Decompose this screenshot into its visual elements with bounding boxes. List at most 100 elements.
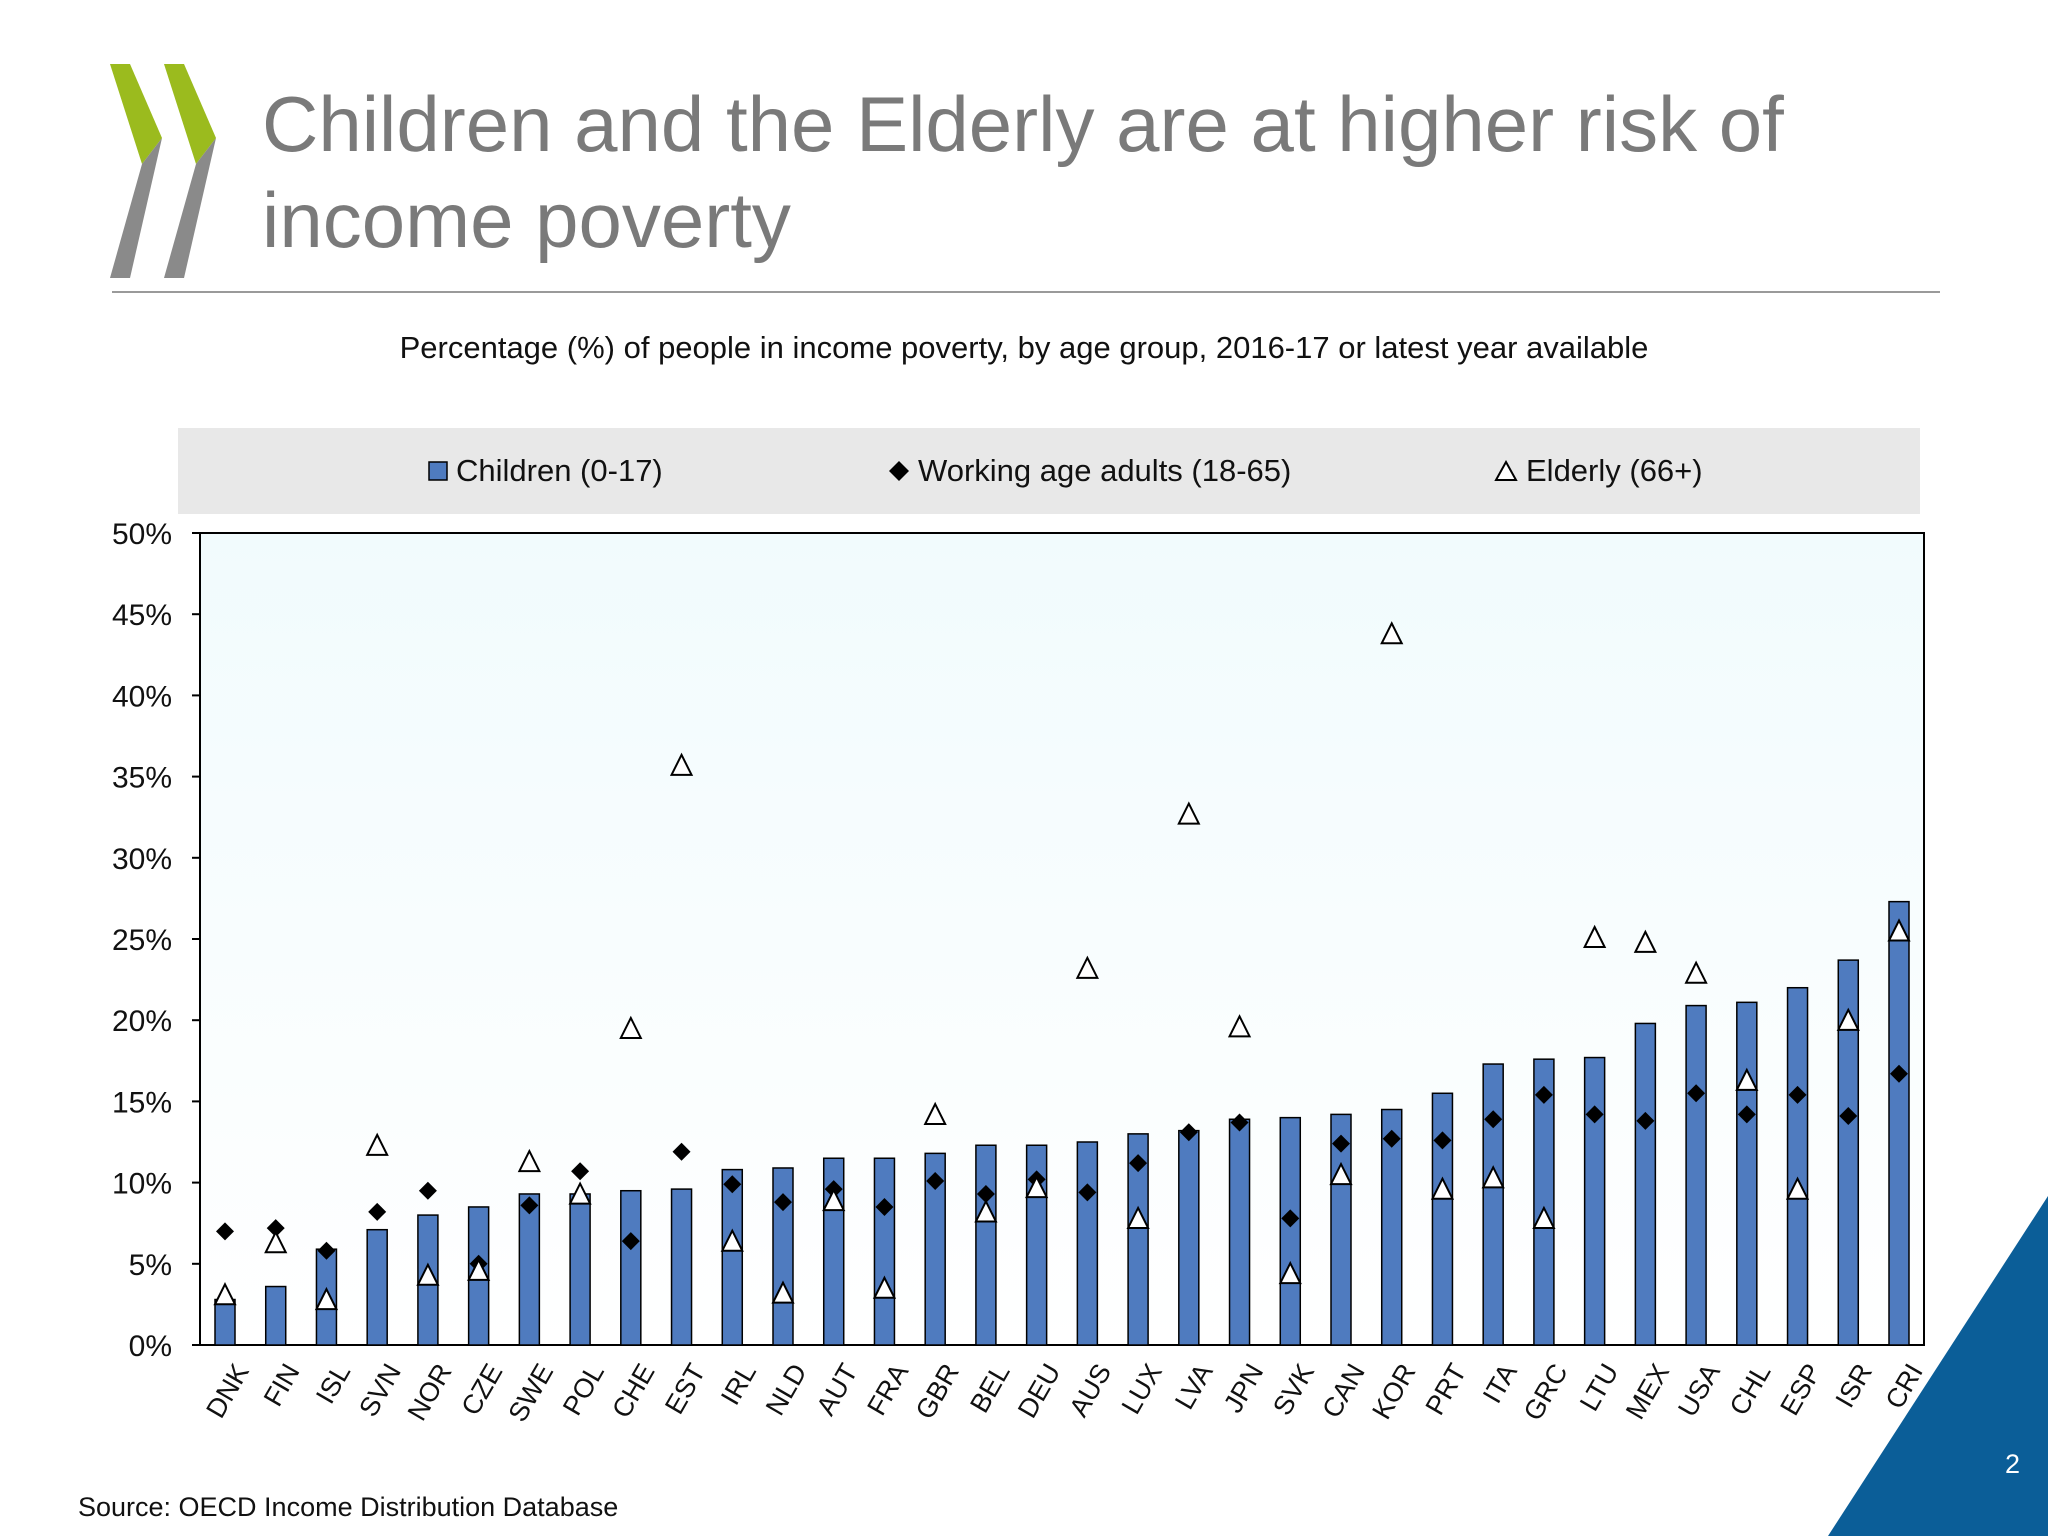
x-tick-label: GBR [910, 1359, 965, 1425]
legend-item-working-age: Working age adults (18-65) [888, 428, 1291, 514]
diamond-fin [266, 1219, 285, 1238]
x-tick-label: SVN [353, 1359, 407, 1422]
x-tick-label: CHL [1724, 1359, 1777, 1421]
triangle-isr [1836, 1007, 1860, 1031]
bar-kor [1380, 1108, 1403, 1346]
bar-ltu [1583, 1056, 1606, 1346]
triangle-ltu [1583, 924, 1607, 948]
triangle-est [669, 752, 694, 776]
y-tick-label: 5% [129, 1249, 172, 1282]
x-tick-label: CHE [606, 1359, 660, 1423]
bar-che [620, 1189, 642, 1346]
x-tick-label: FIN [258, 1359, 306, 1412]
triangle-gbr [923, 1101, 947, 1126]
triangle-isl [314, 1286, 339, 1311]
diamond-pol [571, 1162, 590, 1181]
triangle-svn [365, 1132, 389, 1156]
diamond-isr [1839, 1107, 1858, 1126]
legend-item-elderly: Elderly (66+) [1494, 428, 1703, 514]
x-tick-label: LTU [1574, 1359, 1624, 1416]
diamond-dnk [216, 1222, 234, 1241]
bar-lva [1178, 1129, 1200, 1346]
bar-svn [366, 1228, 388, 1346]
triangle-can [1329, 1161, 1353, 1186]
x-tick-label: BEL [964, 1359, 1016, 1418]
bar-pol [569, 1193, 591, 1346]
diamond-chl [1737, 1105, 1756, 1124]
logo-chevron-grey-left [110, 138, 162, 278]
triangle-dnk [213, 1282, 237, 1306]
x-tick-label: AUT [811, 1359, 864, 1421]
bar-isr [1837, 959, 1860, 1346]
diamond-svn [368, 1202, 387, 1221]
triangle-chl [1735, 1067, 1759, 1091]
triangle-marker-icon [1494, 460, 1518, 481]
x-tick-label: DNK [200, 1359, 254, 1423]
triangle-usa [1684, 960, 1708, 984]
triangle-nor [416, 1262, 440, 1286]
diamond-ita [1484, 1110, 1503, 1129]
diamond-nor [418, 1181, 437, 1200]
triangle-esp [1785, 1176, 1810, 1200]
y-tick-label: 0% [129, 1330, 172, 1363]
bar-mex [1634, 1022, 1657, 1346]
triangle-swe [517, 1148, 541, 1173]
markers-working-age [216, 1064, 1908, 1273]
x-tick-label: DEU [1012, 1359, 1066, 1423]
bar-chl [1736, 1001, 1758, 1346]
diamond-mex [1636, 1111, 1655, 1130]
bar-fra [873, 1157, 896, 1346]
legend-item-children: Children (0-17) [428, 428, 663, 514]
triangle-lva [1177, 801, 1201, 825]
x-tick-label: JPN [1218, 1359, 1269, 1418]
bar-cri [1888, 900, 1910, 1346]
bar-swatch-icon [428, 461, 448, 481]
y-tick-label: 45% [112, 599, 172, 632]
triangle-svk [1278, 1260, 1302, 1285]
diamond-lux [1129, 1154, 1148, 1173]
y-tick-label: 35% [112, 762, 172, 795]
diamond-grc [1534, 1085, 1553, 1104]
bar-svk [1279, 1116, 1302, 1346]
triangle-pol [568, 1181, 592, 1205]
bar-esp [1786, 986, 1809, 1346]
triangle-lux [1126, 1205, 1150, 1229]
diamond-isl [317, 1241, 336, 1260]
chart-title: Percentage (%) of people in income pover… [399, 330, 1649, 365]
x-tick-label: SWE [502, 1359, 559, 1427]
diamond-est [672, 1142, 691, 1161]
logo-chevron-green-left [110, 64, 162, 164]
triangle-bel [974, 1199, 998, 1223]
triangle-aus [1075, 955, 1099, 979]
triangle-jpn [1227, 1014, 1252, 1038]
diamond-bel [976, 1184, 995, 1203]
x-tick-label: CZE [455, 1359, 508, 1421]
x-tick-label: ISL [310, 1359, 356, 1409]
diamond-lva [1179, 1123, 1198, 1142]
x-tick-label: ESP [1774, 1359, 1827, 1421]
triangle-cze [467, 1257, 491, 1281]
bar-est [670, 1188, 693, 1346]
y-tick-label: 30% [112, 843, 172, 876]
bar-irl [721, 1168, 744, 1346]
diamond-esp [1788, 1085, 1807, 1104]
source-note: Source: OECD Income Distribution Databas… [78, 1492, 619, 1522]
y-tick-label: 40% [112, 680, 172, 713]
y-tick-label: 50% [112, 518, 172, 551]
x-tick-label: POL [557, 1359, 610, 1421]
legend-label-children: Children (0-17) [456, 453, 663, 488]
diamond-gbr [926, 1171, 945, 1190]
legend-label-elderly: Elderly (66+) [1526, 453, 1703, 488]
x-tick-label: PRT [1420, 1359, 1473, 1420]
triangle-ita [1481, 1165, 1505, 1189]
diamond-usa [1687, 1084, 1706, 1103]
triangle-kor [1380, 621, 1404, 645]
x-tick-label: KOR [1366, 1359, 1421, 1425]
logo-chevron-grey-right [164, 138, 216, 278]
triangle-mex [1633, 929, 1657, 953]
bar-ita [1482, 1063, 1504, 1346]
x-tick-label: LVA [1169, 1359, 1218, 1415]
triangle-prt [1430, 1176, 1455, 1200]
